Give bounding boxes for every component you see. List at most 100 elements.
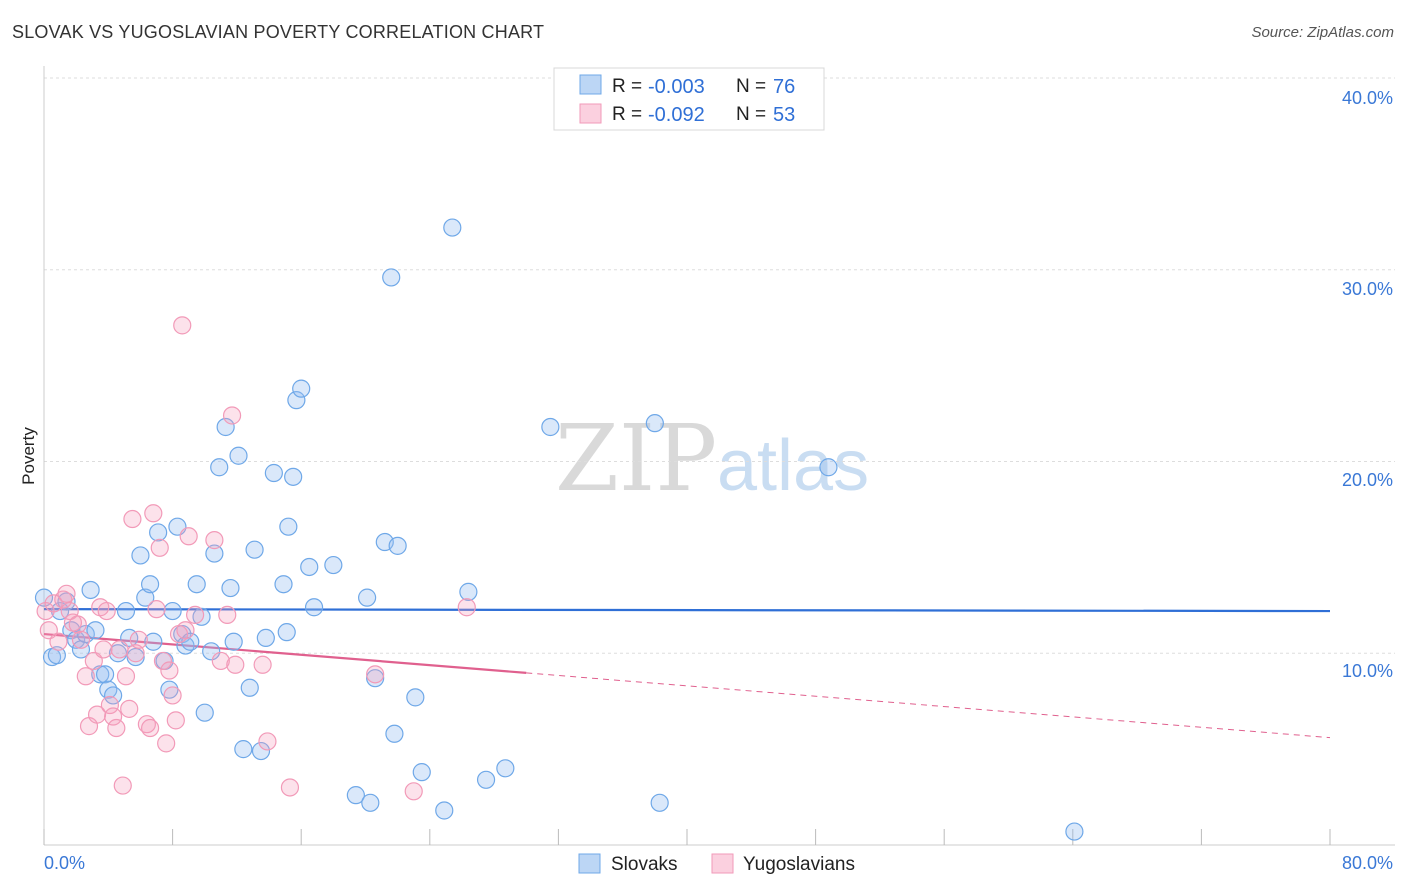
series-legend-label-yugoslavians: Yugoslavians xyxy=(743,854,855,875)
point-slovaks-74 xyxy=(819,458,838,477)
point-slovaks-49 xyxy=(279,517,298,536)
point-yugoslavians-43 xyxy=(211,651,230,671)
legend-n-value-yugoslavians: 53 xyxy=(773,104,795,126)
point-slovaks-57 xyxy=(358,588,377,607)
x-tick-label-max: 80.0% xyxy=(1342,853,1393,873)
point-slovaks-12 xyxy=(95,665,115,684)
point-yugoslavians-48 xyxy=(258,732,277,751)
series-legend-swatch-slovaks xyxy=(578,853,601,874)
point-slovaks-67 xyxy=(443,218,462,237)
point-yugoslavians-32 xyxy=(153,651,173,671)
point-yugoslavians-17 xyxy=(100,695,120,715)
legend-r-value-slovaks: -0.003 xyxy=(648,76,705,98)
point-slovaks-10 xyxy=(86,621,105,640)
point-yugoslavians-24 xyxy=(123,509,142,529)
point-slovaks-53 xyxy=(300,557,319,577)
point-slovaks-63 xyxy=(388,536,407,555)
point-slovaks-35 xyxy=(205,544,224,563)
point-yugoslavians-9 xyxy=(71,630,91,649)
point-slovaks-13 xyxy=(99,680,118,699)
point-yugoslavians-36 xyxy=(166,711,185,730)
point-slovaks-46 xyxy=(264,463,283,483)
point-slovaks-14 xyxy=(104,686,123,705)
point-slovaks-70 xyxy=(496,759,515,778)
watermark: ZIP atlas xyxy=(555,405,869,512)
point-yugoslavians-51 xyxy=(404,782,423,801)
point-slovaks-36 xyxy=(210,458,229,477)
point-yugoslavians-30 xyxy=(147,600,166,619)
point-yugoslavians-38 xyxy=(173,316,192,335)
legend-n-label-slovaks: N = xyxy=(736,76,766,97)
series-legend-swatch-yugoslavians xyxy=(711,853,734,874)
y-tick-label-20: 20.0% xyxy=(1342,470,1393,490)
series-legend: Slovaks Yugoslavians xyxy=(578,853,855,875)
point-yugoslavians-28 xyxy=(140,718,160,738)
trend-lines xyxy=(43,608,1331,739)
point-slovaks-59 xyxy=(366,669,385,688)
point-slovaks-38 xyxy=(221,578,240,598)
point-slovaks-56 xyxy=(346,786,365,805)
point-slovaks-52 xyxy=(292,379,311,398)
point-slovaks-73 xyxy=(650,793,669,812)
point-yugoslavians-8 xyxy=(68,615,87,634)
point-slovaks-43 xyxy=(245,540,264,559)
point-slovaks-22 xyxy=(144,632,163,651)
y-tick-label-40: 40.0% xyxy=(1342,88,1393,108)
point-slovaks-31 xyxy=(187,575,206,594)
point-yugoslavians-39 xyxy=(176,621,195,640)
point-yugoslavians-31 xyxy=(150,538,169,557)
point-slovaks-72 xyxy=(645,414,664,433)
point-yugoslavians-46 xyxy=(226,655,245,674)
y-tick-label-10: 10.0% xyxy=(1342,661,1393,681)
point-yugoslavians-52 xyxy=(457,598,476,617)
point-slovaks-65 xyxy=(412,763,431,782)
point-slovaks-51 xyxy=(287,391,306,410)
trend-line-dashed-yugoslavians xyxy=(526,672,1331,739)
point-slovaks-45 xyxy=(256,628,275,648)
point-yugoslavians-29 xyxy=(144,504,163,523)
point-slovaks-18 xyxy=(126,647,145,667)
point-slovaks-47 xyxy=(274,575,293,594)
correlation-legend: R = -0.003 N = 76 R = -0.092 N = 53 xyxy=(553,67,825,131)
point-yugoslavians-19 xyxy=(107,718,126,738)
y-axis-title: Poverty xyxy=(19,427,38,485)
data-points xyxy=(34,218,1084,841)
point-slovaks-48 xyxy=(277,623,296,642)
point-slovaks-58 xyxy=(361,793,380,812)
point-yugoslavians-44 xyxy=(218,605,237,625)
point-yugoslavians-35 xyxy=(163,686,182,705)
point-yugoslavians-18 xyxy=(104,707,123,726)
y-tick-label-30: 30.0% xyxy=(1342,279,1393,299)
legend-swatch-slovaks xyxy=(579,74,602,95)
point-yugoslavians-40 xyxy=(179,527,198,546)
x-tick-label-min: 0.0% xyxy=(44,853,85,873)
point-yugoslavians-21 xyxy=(113,776,132,795)
legend-r-label-slovaks: R = xyxy=(612,76,642,97)
point-yugoslavians-42 xyxy=(205,531,224,550)
point-slovaks-69 xyxy=(476,770,496,789)
axes xyxy=(43,66,1395,846)
point-yugoslavians-2 xyxy=(44,594,63,613)
point-slovaks-40 xyxy=(229,446,248,465)
point-yugoslavians-33 xyxy=(157,734,176,753)
point-slovaks-44 xyxy=(251,741,271,761)
watermark-atlas: atlas xyxy=(717,426,869,506)
point-slovaks-68 xyxy=(459,582,478,601)
point-slovaks-50 xyxy=(284,467,303,486)
legend-r-label-yugoslavians: R = xyxy=(612,104,642,125)
point-slovaks-61 xyxy=(382,268,401,287)
point-yugoslavians-49 xyxy=(280,778,300,797)
point-yugoslavians-13 xyxy=(87,705,107,724)
point-yugoslavians-3 xyxy=(49,632,68,651)
point-slovaks-21 xyxy=(140,575,160,594)
point-slovaks-32 xyxy=(192,607,211,626)
trend-line-slovaks xyxy=(43,608,1331,613)
point-yugoslavians-34 xyxy=(160,661,179,680)
grid-lines xyxy=(44,77,1395,654)
point-slovaks-0 xyxy=(34,588,54,607)
watermark-zip: ZIP xyxy=(555,405,717,512)
point-slovaks-20 xyxy=(136,588,155,607)
legend-n-label-yugoslavians: N = xyxy=(736,104,766,125)
point-yugoslavians-16 xyxy=(97,601,116,621)
point-slovaks-64 xyxy=(406,688,425,707)
